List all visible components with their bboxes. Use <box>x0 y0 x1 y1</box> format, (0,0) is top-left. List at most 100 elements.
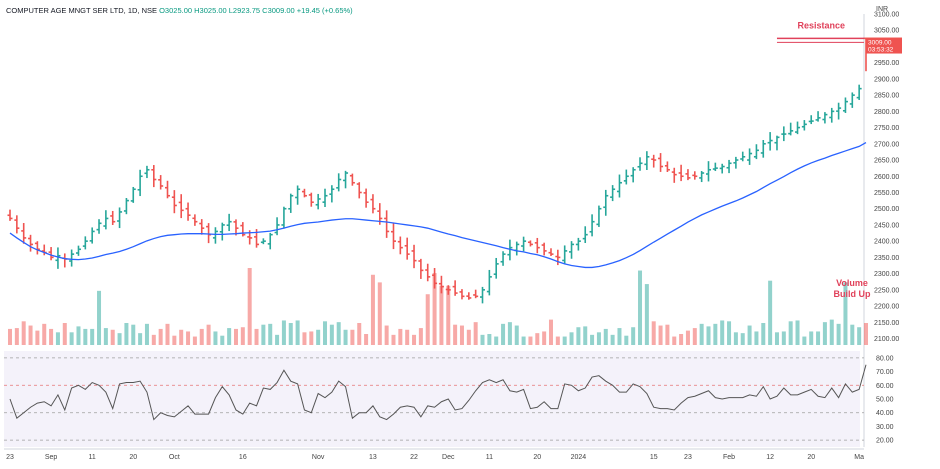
volume-bar <box>62 323 67 345</box>
volume-bar <box>699 323 704 345</box>
volume-bar <box>103 328 108 345</box>
ohlc-bar <box>329 185 335 203</box>
ohlc-bar <box>452 280 458 296</box>
volume-bar <box>487 334 492 345</box>
ohlc-bar <box>110 210 116 225</box>
price-tick-label: 2300.00 <box>874 271 899 278</box>
time-tick-label: 15 <box>650 454 658 461</box>
volume-bar <box>323 321 328 345</box>
ohlc-bar <box>637 157 643 171</box>
volume-bar <box>713 323 718 345</box>
ohlc-bar <box>658 153 664 172</box>
volume-bar <box>295 320 300 345</box>
volume-bar <box>453 324 458 345</box>
rsi-tick-label: 70.00 <box>876 369 894 376</box>
volume-bar <box>569 332 574 345</box>
price-tick-label: 3050.00 <box>874 28 899 35</box>
ohlc-bar <box>425 263 431 282</box>
ohlc-bar <box>295 185 301 205</box>
volume-bar <box>521 336 526 345</box>
volume-bar <box>802 336 807 345</box>
volume-bar <box>425 294 430 345</box>
ohlc-bar <box>171 190 177 214</box>
volume-bar <box>459 325 464 345</box>
volume-bar <box>391 334 396 345</box>
ohlc-bar <box>123 197 129 215</box>
ohlc-bar <box>55 247 61 269</box>
ohlc-bar <box>226 213 232 232</box>
rsi-line <box>9 364 867 421</box>
ohlc-bar <box>527 240 533 247</box>
ohlc-bar <box>343 170 349 189</box>
ohlc-bar <box>473 289 479 299</box>
volume-bar <box>480 334 485 345</box>
ohlc-bar <box>322 188 328 208</box>
volume-bar <box>254 328 259 345</box>
ohlc-bar <box>856 84 862 100</box>
volume-bar <box>740 333 745 345</box>
volume-bar <box>432 273 437 345</box>
volume-bar <box>350 329 355 345</box>
time-tick-label: Nov <box>312 454 325 461</box>
volume-bar <box>446 285 451 345</box>
ohlc-bar <box>281 206 287 229</box>
ohlc-bar <box>165 180 171 199</box>
ohlc-bar <box>28 234 34 252</box>
volume-bar <box>309 331 314 345</box>
close-value: C3009.00 <box>262 6 295 15</box>
ohlc-bar <box>82 236 88 250</box>
ohlc-bar <box>726 159 732 174</box>
ohlc-bar <box>62 253 68 268</box>
ohlc-bar <box>370 194 376 214</box>
price-tick-label: 2150.00 <box>874 320 899 327</box>
volume-bar <box>857 327 862 345</box>
ohlc-bar <box>390 223 396 250</box>
ohlc-bar <box>192 214 198 226</box>
volume-bar <box>213 331 218 345</box>
volume-bar <box>617 328 622 345</box>
time-tick-label: Sep <box>45 454 58 461</box>
volume-bar <box>42 323 47 345</box>
ohlc-bar <box>178 194 184 219</box>
high-value: H3025.00 <box>194 6 227 15</box>
volume-bar <box>316 329 321 345</box>
ohlc-bar <box>788 122 794 136</box>
ohlc-bar <box>733 156 739 169</box>
ohlc-bar <box>815 111 821 122</box>
time-tick-label: 16 <box>239 454 247 461</box>
volume-bar <box>583 326 588 345</box>
volume-bar <box>220 335 225 345</box>
change-value: +19.45 (+0.65%) <box>296 6 353 15</box>
volume-bar <box>83 328 88 345</box>
ohlc-bar <box>445 285 451 295</box>
volume-bar <box>240 327 245 345</box>
time-tick-label: 2024 <box>571 454 587 461</box>
volume-bar <box>466 329 471 345</box>
ohlc-bar <box>69 249 75 267</box>
ohlc-bar <box>89 227 95 244</box>
ohlc-bar <box>774 135 780 151</box>
volume-bar <box>151 334 156 345</box>
ohlc-bar <box>219 222 225 241</box>
time-tick-label: 13 <box>369 454 377 461</box>
currency-label: INR <box>876 6 888 13</box>
ohlc-bar <box>349 173 355 186</box>
ohlc-bar <box>438 275 444 294</box>
ohlc-bar <box>240 222 246 237</box>
time-tick-label: 20 <box>533 454 541 461</box>
ohlc-bar <box>103 210 109 230</box>
ohlc-bar <box>507 239 513 261</box>
ohlc-bar <box>760 140 766 158</box>
ohlc-bar <box>500 251 506 266</box>
time-tick-label: 23 <box>6 454 14 461</box>
volume-bar <box>747 325 752 345</box>
volume-bar <box>144 323 149 345</box>
price-tick-label: 2450.00 <box>874 222 899 229</box>
ohlc-bar <box>384 210 390 238</box>
volume-bar <box>138 333 143 345</box>
ohlc-bar <box>199 219 205 235</box>
ohlc-bar <box>486 269 492 296</box>
ohlc-bar <box>569 241 575 259</box>
volume-bar <box>685 330 690 345</box>
